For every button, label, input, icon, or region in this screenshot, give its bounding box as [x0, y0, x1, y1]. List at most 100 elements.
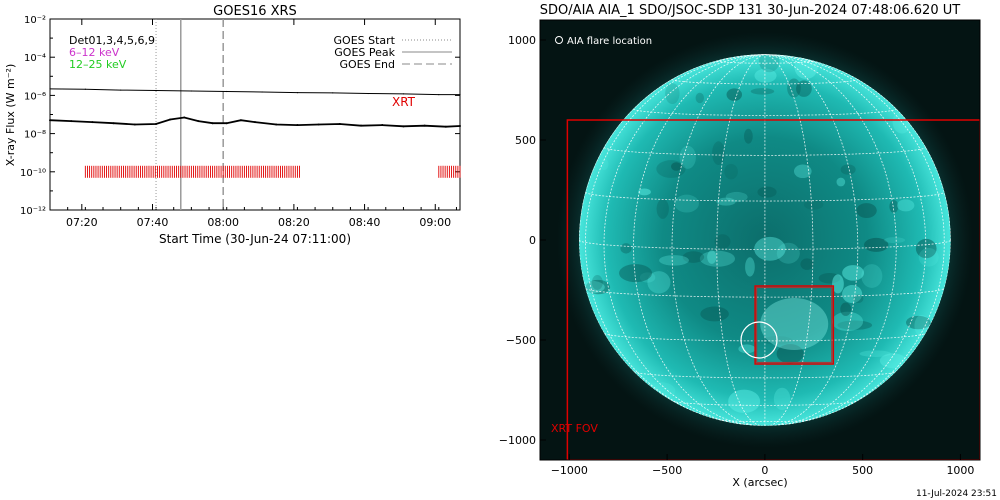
active-region-blob — [647, 271, 671, 294]
active-region-blob — [884, 237, 905, 244]
goes-event-lines — [155, 19, 224, 210]
goes-y-tick-label: 10⁻⁴ — [24, 53, 46, 64]
active-region-blob — [840, 302, 852, 316]
longitude-line — [716, 54, 766, 426]
aia-y-tick-label: 500 — [515, 134, 536, 147]
active-region-blob — [656, 198, 669, 219]
goes-series-line-0 — [49, 88, 460, 96]
goes-series-point-0 — [367, 92, 369, 95]
aia-y-tick-label: −500 — [506, 334, 536, 347]
active-region-blob — [864, 237, 889, 252]
goes-series-point-1 — [211, 122, 214, 125]
active-region-blob — [776, 344, 804, 364]
goes-y-tick-label: 10⁻⁸ — [24, 130, 46, 141]
legend-flare-symbol — [555, 36, 563, 44]
goes-x-tick-label: 09:00 — [419, 216, 451, 229]
active-region-blob — [707, 250, 717, 264]
goes-series-point-0 — [332, 92, 334, 94]
longitude-line — [764, 54, 814, 426]
active-region-blob — [738, 344, 756, 354]
active-region-blob — [600, 158, 609, 171]
active-region-blob — [700, 306, 729, 322]
active-region-blob — [773, 387, 791, 411]
active-region-blob — [856, 203, 877, 219]
aia-y-ticks: −1000 −500 0 500 1000 — [499, 34, 546, 447]
active-region-blob — [726, 88, 743, 101]
aia-x-ticks: −1000 −500 0 500 1000 — [551, 454, 974, 477]
active-region-blob — [818, 272, 841, 284]
latitude-line — [585, 288, 945, 298]
aia-legend-text: AIA flare location — [567, 36, 652, 47]
longitude-line — [671, 54, 765, 426]
active-region-blob — [754, 68, 777, 83]
active-region-blob — [915, 238, 937, 259]
longitude-line — [764, 54, 859, 426]
goes-y-tick-label: 10⁻⁶ — [24, 91, 46, 102]
active-region-blob — [840, 164, 856, 175]
goes-x-tick-label: 08:40 — [349, 216, 381, 229]
active-region-blob — [671, 162, 682, 171]
goes-title: GOES16 XRS — [213, 4, 297, 19]
active-region-blob — [695, 92, 704, 104]
goes-y-axis-label: X-ray Flux (W m⁻²) — [4, 64, 17, 166]
goes-series-point-1 — [225, 122, 228, 125]
active-region-blob — [620, 243, 632, 254]
active-region-blob — [659, 255, 689, 266]
longitude-line — [764, 54, 927, 426]
goes-x-tick-label: 08:20 — [278, 216, 310, 229]
goes-series-point-1 — [254, 121, 256, 124]
footer-timestamp: 11-Jul-2024 23:51 — [916, 489, 997, 499]
goes-series-point-1 — [360, 124, 363, 127]
active-regions — [579, 54, 939, 414]
longitude-line — [764, 54, 945, 423]
goes-y-tick-label: 10⁻¹² — [20, 206, 46, 217]
goes-xrt-marks — [84, 165, 461, 178]
active-region-blob — [803, 199, 824, 210]
active-region-blob — [699, 250, 736, 267]
xrt-fov-label: XRT FOV — [551, 422, 598, 435]
active-region-blob — [725, 191, 748, 203]
active-region-blob — [831, 311, 864, 332]
goes-series — [49, 88, 461, 128]
goes-series-point-0 — [459, 94, 461, 96]
active-region-blob — [716, 197, 736, 206]
active-region-blob — [757, 186, 777, 198]
goes-legend-energy-item: 12–25 keV — [69, 58, 127, 71]
active-region-blob — [776, 242, 800, 264]
goes-series-point-1 — [169, 118, 172, 121]
goes-series-point-1 — [338, 122, 341, 125]
goes-series-point-0 — [155, 89, 157, 92]
goes-series-point-0 — [226, 90, 228, 93]
aia-y-tick-label: 1000 — [508, 34, 536, 47]
xrt-fov-box — [566, 119, 980, 460]
goes-series-point-1 — [183, 116, 186, 119]
goes-series-point-1 — [239, 119, 242, 122]
goes-series-point-1 — [444, 125, 447, 128]
goes-series-point-1 — [112, 122, 115, 125]
goes-series-point-1 — [155, 122, 158, 125]
aia-title: SDO/AIA AIA_1 SDO/JSOC-SDP 131 30-Jun-20… — [540, 3, 960, 18]
active-region-blob — [714, 234, 731, 249]
active-region-blob — [796, 80, 812, 97]
active-region-blob — [656, 160, 686, 178]
active-region-blob — [619, 264, 653, 283]
goes-x-ticks: 07:20 07:40 08:00 08:20 08:40 09:00 — [49, 19, 457, 229]
flare-location-marker — [740, 321, 778, 359]
active-region-blob — [861, 264, 883, 288]
aia-x-tick-label: 1000 — [946, 464, 974, 477]
active-region-blob — [842, 265, 865, 281]
goes-series-point-1 — [275, 123, 278, 126]
goes-legend-event-item: GOES Start — [334, 34, 396, 47]
active-region-blob — [754, 236, 786, 261]
goes-series-point-0 — [438, 94, 440, 96]
heliographic-grid — [579, 54, 951, 426]
goes-x-tick-label: 07:40 — [137, 216, 169, 229]
latitude-line — [633, 371, 897, 379]
goes-series-point-0 — [49, 88, 51, 90]
active-region-blob — [665, 83, 680, 105]
goes-legend-energy-item: Det01,3,4,5,6,9 — [69, 34, 155, 47]
goes-x-tick-label: 08:00 — [207, 216, 239, 229]
